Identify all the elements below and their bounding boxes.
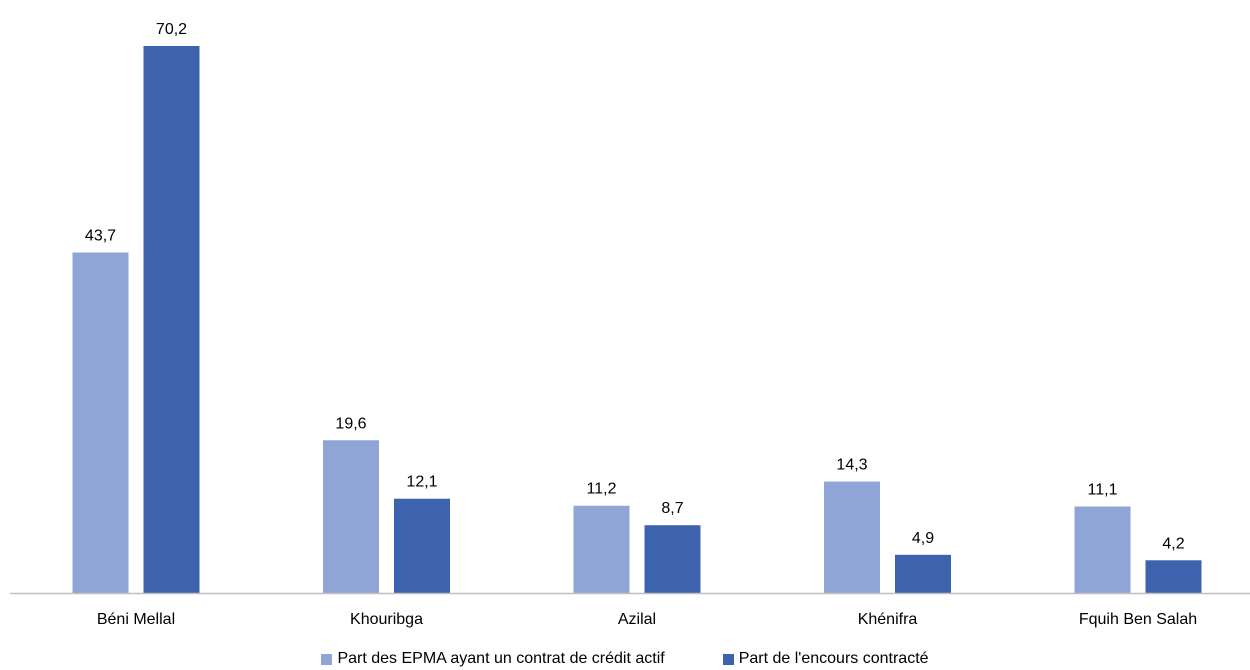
legend-label-epma: Part des EPMA ayant un contrat de crédit… xyxy=(337,650,665,667)
data-label-fquih-ben-salah-series-1: 11,1 xyxy=(1088,482,1118,499)
data-label-azilal-series-1: 11,2 xyxy=(587,481,617,498)
data-label-khouribga-series-2: 12,1 xyxy=(406,474,437,491)
category-label-fquih-ben-salah: Fquih Ben Salah xyxy=(1079,611,1197,628)
data-label-khenifra-series-2: 4,9 xyxy=(912,530,934,547)
bar-khouribga-series-2 xyxy=(394,498,450,593)
bar-beni-mellal-series-2 xyxy=(143,46,200,593)
data-label-beni-mellal-series-1: 43,7 xyxy=(85,227,116,244)
bar-beni-mellal-series-1 xyxy=(72,252,129,594)
data-label-beni-mellal-series-2: 70,2 xyxy=(156,21,187,38)
legend-label-encours: Part de l'encours contracté xyxy=(738,650,929,667)
data-label-khenifra-series-1: 14,3 xyxy=(836,457,867,474)
bar-khouribga-series-1 xyxy=(323,440,379,593)
legend: Part des EPMA ayant un contrat de crédit… xyxy=(0,648,1250,670)
bar-azilal-series-2 xyxy=(644,525,701,593)
category-label-azilal: Azilal xyxy=(618,611,656,628)
bar-khenifra-series-1 xyxy=(824,481,880,593)
data-label-khouribga-series-1: 19,6 xyxy=(335,415,366,432)
bar-azilal-series-1 xyxy=(573,505,630,593)
category-label-beni-mellal: Béni Mellal xyxy=(97,611,175,628)
bar-fquih-ben-salah-series-1 xyxy=(1074,506,1131,593)
data-label-azilal-series-2: 8,7 xyxy=(661,500,683,517)
bar-khenifra-series-2 xyxy=(895,554,951,593)
legend-item-encours: Part de l'encours contracté xyxy=(722,648,929,670)
legend-item-epma: Part des EPMA ayant un contrat de crédit… xyxy=(321,648,665,670)
bar-chart: 43,7 70,2 Béni Mellal 19,6 12,1 Khouribga 11,2… xyxy=(10,21,1250,628)
legend-swatch-encours xyxy=(722,653,734,665)
legend-swatch-epma xyxy=(321,653,333,665)
bar-fquih-ben-salah-series-2 xyxy=(1145,560,1202,593)
category-label-khenifra: Khénifra xyxy=(858,611,918,628)
category-label-khouribga: Khouribga xyxy=(350,611,423,628)
data-label-fquih-ben-salah-series-2: 4,2 xyxy=(1162,535,1184,552)
